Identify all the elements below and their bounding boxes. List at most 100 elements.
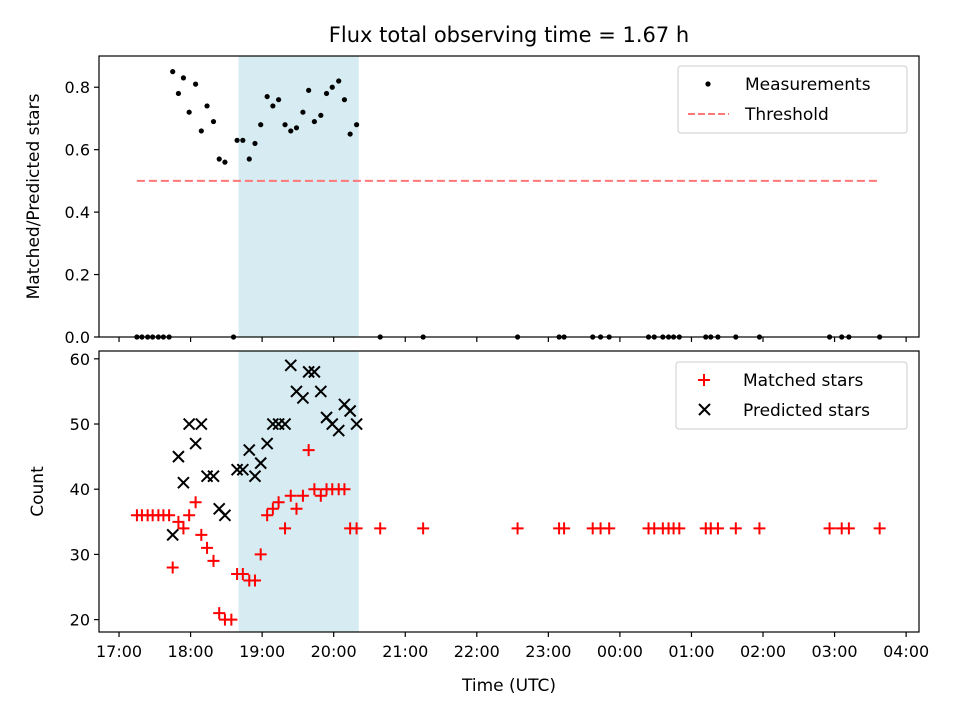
measurements-point <box>234 137 240 143</box>
x-tick-label: 00:00 <box>597 642 643 661</box>
ratio-y-tick-label: 0.2 <box>65 266 90 285</box>
measurements-point <box>186 109 192 115</box>
measurements-point <box>323 90 330 97</box>
measurements-point <box>175 90 182 97</box>
ratio-y-tick-label: 0.0 <box>65 328 90 347</box>
predicted-stars-point <box>254 456 267 470</box>
measurements-point <box>318 112 324 118</box>
matched-stars-point <box>374 522 387 535</box>
predicted-stars-point <box>236 463 250 476</box>
matched-stars-point <box>711 522 724 535</box>
predicted-stars-point <box>343 404 357 418</box>
count-x-axis-ticks: 17:00 18:00 19:00 20:00 21:00 22:00 23:00 00:00… <box>96 632 929 661</box>
predicted-stars-point <box>308 365 321 379</box>
count-y-tick-label: 20 <box>70 611 90 630</box>
ratio-legend-box <box>677 65 908 134</box>
matched-stars-point <box>177 522 190 535</box>
count-panel: 20 30 40 50 60 17:00 18:00 19:00 20:00 21:00 22:0… <box>28 350 929 661</box>
measurements-point <box>341 97 348 103</box>
predicted-stars-point <box>278 417 292 431</box>
matched-stars-point <box>338 483 351 496</box>
predicted-stars-point <box>207 469 220 483</box>
matched-stars-point <box>236 567 249 580</box>
measurements-point <box>293 125 300 131</box>
matched-stars-point <box>308 483 321 496</box>
measurements-point <box>252 140 258 147</box>
measurements-point <box>306 87 312 93</box>
predicted-stars-point <box>230 463 244 476</box>
x-tick-label: 04:00 <box>883 642 929 661</box>
matched-stars-point <box>183 509 196 522</box>
matched-stars-point <box>248 574 261 587</box>
measurements-point <box>282 122 288 128</box>
measurements-point <box>300 109 306 115</box>
matched-stars-point <box>314 489 327 502</box>
matched-stars-point <box>172 515 185 528</box>
matched-stars-point <box>213 607 226 620</box>
measurements-point <box>198 128 204 134</box>
measurements-point <box>180 75 187 81</box>
x-tick-label: 18:00 <box>168 642 214 661</box>
x-tick-label: 19:00 <box>239 642 285 661</box>
measurements-point <box>264 93 270 100</box>
x-tick-label: 03:00 <box>812 642 858 661</box>
measurements-point <box>170 69 176 75</box>
predicted-stars-point <box>296 391 310 405</box>
count-y-axis-label: Count <box>28 466 48 517</box>
measurements-point <box>329 84 335 90</box>
ratio-y-tick-label: 0.4 <box>65 203 90 222</box>
matched-stars-point <box>279 522 292 535</box>
matched-stars-point <box>272 496 285 509</box>
legend-matched-marker <box>698 374 710 386</box>
ratio-x-axis-ticks <box>118 337 907 342</box>
measurements-point <box>216 156 222 162</box>
x-tick-label: 22:00 <box>454 642 500 661</box>
measurements-point <box>258 122 264 128</box>
matched-stars-point <box>873 522 886 535</box>
legend-predicted-marker <box>698 403 711 416</box>
x-tick-label: 02:00 <box>740 642 786 661</box>
measurements-point <box>311 118 317 125</box>
ratio-panel: 0.00.20.40.60.8 Matched/Predicted stars … <box>24 55 920 347</box>
predicted-stars-point <box>166 528 179 542</box>
predicted-stars-point <box>314 385 328 398</box>
measurements-point <box>210 118 217 125</box>
matched-stars-point <box>189 496 202 509</box>
count-y-tick-label: 60 <box>70 350 90 369</box>
predicted-stars-point <box>218 509 232 522</box>
predicted-stars-point <box>260 437 274 450</box>
x-tick-label: 17:00 <box>96 642 142 661</box>
measurements-point <box>347 131 353 137</box>
predicted-stars-point <box>266 417 280 431</box>
predicted-stars-point <box>332 424 345 437</box>
count-y-tick-label: 40 <box>70 480 90 499</box>
count-axes-frame <box>98 350 920 633</box>
predicted-stars-point <box>195 417 208 431</box>
measurements-point <box>222 159 228 165</box>
ratio-y-axis-label: Matched/Predicted stars <box>24 93 44 299</box>
matched-stars-point <box>254 548 267 561</box>
ratio-y-axis-ticks: 0.0 0.2 0.4 0.6 0.8 <box>65 78 99 347</box>
matched-stars-point <box>163 509 176 522</box>
predicted-stars-point <box>177 476 190 489</box>
matched-stars-point <box>266 502 279 515</box>
matched-stars-point <box>195 528 208 541</box>
measurements-point <box>204 103 210 109</box>
ratio-y-tick-label: 0.6 <box>65 141 90 160</box>
count-legend: Matched stars Predicted stars <box>675 361 908 430</box>
predicted-stars-point <box>172 450 185 463</box>
measurements-point <box>353 122 360 128</box>
matched-stars-point <box>207 554 220 567</box>
count-y-tick-label: 30 <box>70 545 90 564</box>
count-y-tick-label: 50 <box>70 415 90 434</box>
matched-stars-point <box>823 522 836 535</box>
ratio-highlight-span <box>238 56 359 337</box>
count-legend-box <box>675 361 908 430</box>
matched-stars-point <box>296 489 309 502</box>
ratio-legend: Measurements Threshold <box>677 65 908 134</box>
matched-stars-point <box>261 509 274 522</box>
matched-stars-point <box>290 502 303 515</box>
measurements-point <box>336 78 342 84</box>
legend-matched-label: Matched stars <box>743 371 863 391</box>
